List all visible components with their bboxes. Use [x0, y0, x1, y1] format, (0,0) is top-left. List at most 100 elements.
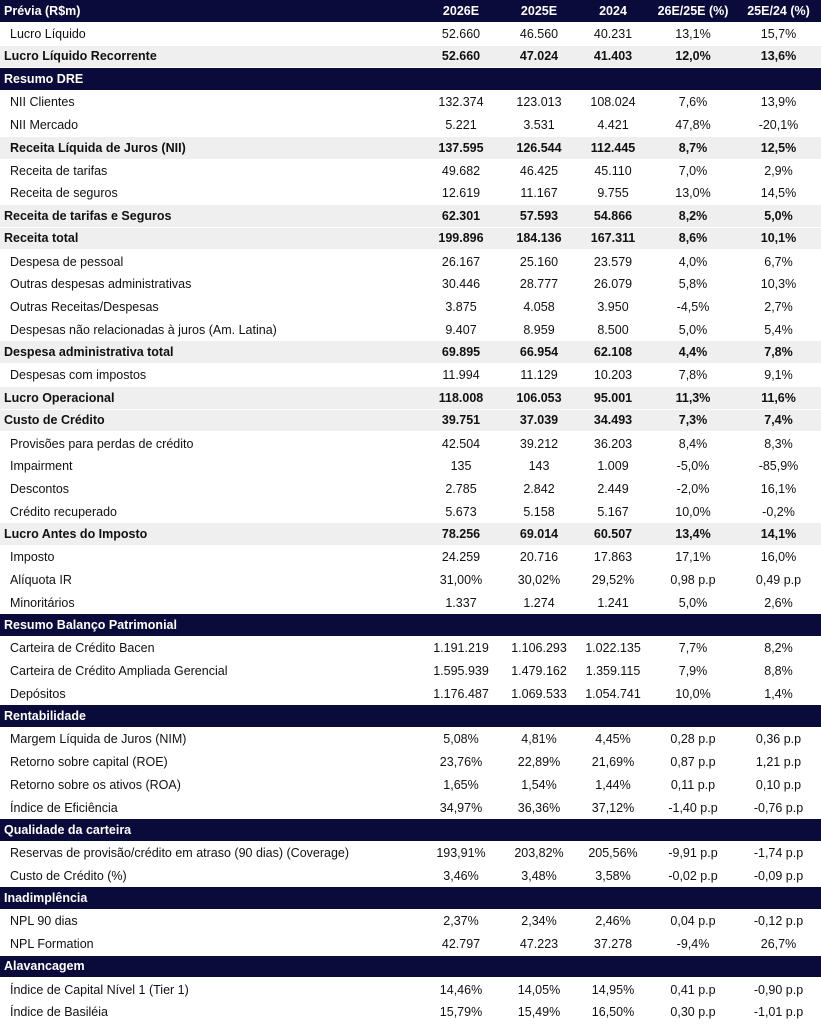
row-label: Receita de tarifas e Seguros: [4, 208, 172, 223]
cell-2026e: 5.221: [445, 118, 477, 133]
cell-2024: 17.863: [593, 550, 633, 565]
cell-2026e: 118.008: [438, 390, 484, 405]
cell-2024: 112.445: [590, 140, 636, 155]
header-col-2024: 2024: [599, 3, 627, 18]
cell-2024: 4.421: [597, 118, 629, 133]
cell-2024: 10.203: [593, 368, 633, 383]
cell-2024: 36.203: [593, 436, 633, 451]
row-label: Outras despesas administrativas: [10, 277, 192, 292]
cell-25e-24: -0,76 p.p: [753, 800, 804, 815]
cell-2026e: 14,46%: [439, 982, 483, 997]
table-row: Receita de tarifas 49.682 46.425 45.110 7,0%…: [0, 159, 821, 182]
row-label: Alíquota IR: [10, 573, 72, 588]
table-row: Índice de Eficiência 34,97% 36,36% 37,12% -1…: [0, 796, 821, 819]
cell-25e-24: -85,9%: [758, 459, 799, 474]
cell-25e-24: 6,7%: [764, 254, 793, 269]
header-col-26e-25e: 26E/25E (%): [657, 3, 729, 18]
cell-2026e: 42.797: [441, 937, 481, 952]
row-label: NPL 90 dias: [10, 914, 78, 929]
cell-26e-25e: 0,41 p.p: [670, 982, 716, 997]
cell-2026e: 52.660: [441, 27, 481, 42]
header-col-2026e: 2026E: [442, 3, 480, 18]
cell-26e-25e: 5,8%: [678, 277, 708, 292]
cell-2025e: 57.593: [519, 208, 559, 223]
cell-25e-24: 1,21 p.p: [755, 755, 802, 770]
cell-2026e: 23,76%: [439, 755, 483, 770]
table-row: Margem Líquida de Juros (NIM) 5,08% 4,81% 4…: [0, 728, 821, 751]
cell-2025e: 30,02%: [517, 573, 561, 588]
cell-26e-25e: 7,6%: [678, 95, 708, 110]
cell-2024: 1,44%: [595, 777, 631, 792]
cell-2024: 37,12%: [591, 800, 635, 815]
total-row: Receita de tarifas e Seguros 62.301 57.593…: [0, 204, 821, 228]
cell-26e-25e: -9,4%: [676, 937, 710, 952]
cell-2025e: 4.058: [523, 300, 555, 315]
table-row: NII Clientes 132.374 123.013 108.024 7,6% 13,…: [0, 91, 821, 114]
cell-2024: 62.108: [593, 345, 633, 360]
cell-26e-25e: 4,4%: [678, 345, 708, 360]
row-label: Depósitos: [10, 686, 66, 701]
row-label: Receita Líquida de Juros (NII): [10, 140, 186, 155]
total-row: Lucro Antes do Imposto 78.256 69.014 60.507…: [0, 523, 821, 546]
section-header: Inadimplência: [0, 887, 821, 910]
cell-25e-24: 1,4%: [764, 686, 793, 701]
section-header: Alavancagem: [0, 955, 821, 979]
total-row: Despesa administrativa total 69.895 66.954…: [0, 341, 821, 364]
cell-26e-25e: 7,8%: [678, 368, 708, 383]
cell-2026e: 31,00%: [439, 573, 483, 588]
cell-2025e: 1.069.533: [511, 686, 567, 701]
cell-25e-24: 26,7%: [760, 937, 797, 952]
cell-26e-25e: 12,0%: [675, 49, 711, 64]
cell-2025e: 1.106.293: [511, 641, 567, 656]
cell-26e-25e: 10,0%: [675, 686, 711, 701]
cell-2025e: 46.425: [519, 163, 559, 178]
cell-2026e: 3.875: [445, 300, 477, 315]
cell-2024: 60.507: [593, 527, 633, 542]
row-label: Despesas não relacionadas à juros (Am. L…: [10, 322, 277, 337]
row-label: Inadimplência: [4, 891, 88, 906]
cell-2026e: 26.167: [441, 254, 481, 269]
cell-25e-24: 12,5%: [760, 140, 797, 155]
cell-2026e: 5.673: [445, 504, 477, 519]
table-row: Carteira de Crédito Ampliada Gerencial 1.…: [0, 660, 821, 683]
cell-26e-25e: 8,4%: [678, 436, 708, 451]
cell-25e-24: 14,5%: [760, 186, 797, 201]
row-label: Retorno sobre capital (ROE): [10, 755, 168, 770]
row-label: NII Mercado: [10, 118, 79, 133]
cell-2024: 95.001: [593, 390, 633, 405]
cell-2026e: 62.301: [441, 208, 481, 223]
cell-2025e: 143: [528, 459, 550, 474]
cell-2025e: 1,54%: [521, 777, 557, 792]
cell-2025e: 37.039: [519, 413, 559, 428]
cell-2025e: 1.479.162: [511, 664, 567, 679]
table-row: Índice de Capital Nível 1 (Tier 1) 14,46%…: [0, 978, 821, 1001]
cell-2024: 41.403: [593, 49, 633, 64]
cell-2024: 1.054.741: [585, 686, 641, 701]
cell-2025e: 123.013: [516, 95, 562, 110]
row-label: Retorno sobre os ativos (ROA): [10, 777, 181, 792]
cell-25e-24: -1,74 p.p: [753, 846, 804, 861]
cell-2024: 4,45%: [595, 732, 631, 747]
cell-2024: 1.359.115: [585, 664, 641, 679]
cell-26e-25e: 0,28 p.p: [670, 732, 716, 747]
cell-2026e: 15,79%: [439, 1005, 483, 1020]
table-row: Alíquota IR 31,00% 30,02% 29,52% 0,98 p.p 0,4…: [0, 569, 821, 592]
cell-26e-25e: 4,0%: [678, 254, 708, 269]
cell-26e-25e: -1,40 p.p: [668, 800, 718, 815]
cell-26e-25e: 0,04 p.p: [670, 914, 716, 929]
cell-26e-25e: -2,0%: [676, 482, 710, 497]
cell-26e-25e: 7,3%: [678, 413, 708, 428]
row-label: NII Clientes: [10, 95, 75, 110]
row-label: Minoritários: [10, 595, 75, 610]
table-row: Custo de Crédito (%) 3,46% 3,48% 3,58% -0,02…: [0, 865, 821, 888]
cell-2026e: 78.256: [441, 527, 481, 542]
cell-2025e: 3,48%: [521, 868, 557, 883]
cell-2025e: 5.158: [523, 504, 555, 519]
cell-25e-24: 9,1%: [764, 368, 793, 383]
row-label: Impairment: [10, 459, 73, 474]
cell-2025e: 22,89%: [517, 755, 561, 770]
cell-2025e: 47.223: [519, 937, 559, 952]
cell-26e-25e: 8,2%: [678, 208, 708, 223]
table-row: Despesas não relacionadas à juros (Am. L…: [0, 319, 821, 342]
cell-2026e: 135: [450, 459, 472, 474]
